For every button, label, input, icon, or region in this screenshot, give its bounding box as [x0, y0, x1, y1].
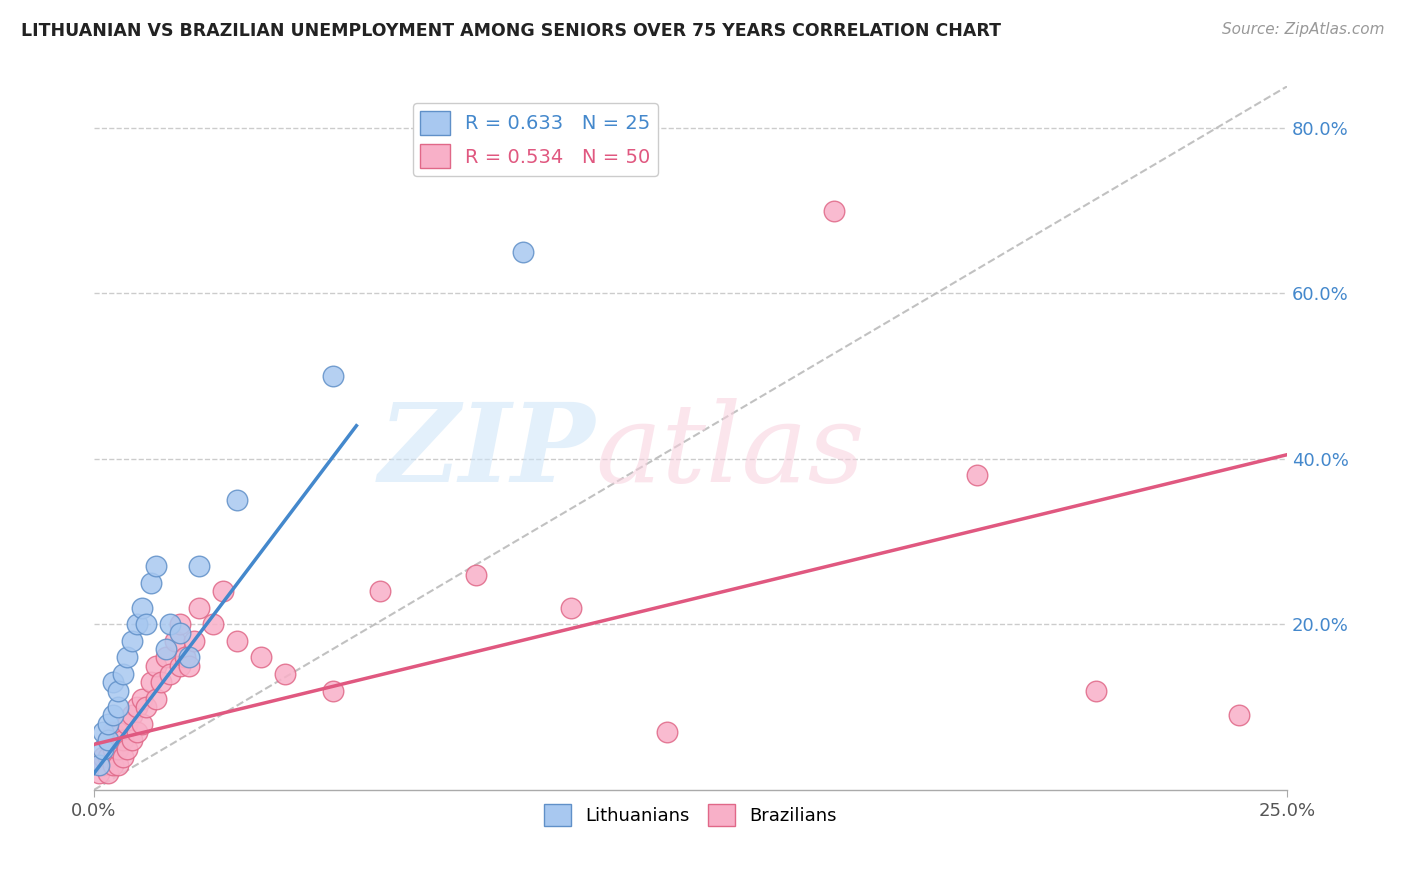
Point — [93, 725, 115, 739]
Point — [111, 733, 134, 747]
Point — [165, 634, 187, 648]
Point — [93, 758, 115, 772]
Point — [823, 203, 845, 218]
Text: Source: ZipAtlas.com: Source: ZipAtlas.com — [1222, 22, 1385, 37]
Point — [512, 244, 534, 259]
Point — [101, 708, 124, 723]
Point — [111, 749, 134, 764]
Point — [1227, 708, 1250, 723]
Legend: Lithuanians, Brazilians: Lithuanians, Brazilians — [537, 797, 844, 834]
Point — [135, 617, 157, 632]
Point — [159, 667, 181, 681]
Point — [121, 733, 143, 747]
Point — [87, 766, 110, 780]
Point — [169, 625, 191, 640]
Point — [226, 493, 249, 508]
Point — [141, 576, 163, 591]
Point — [93, 741, 115, 756]
Point — [169, 617, 191, 632]
Point — [966, 468, 988, 483]
Point — [125, 700, 148, 714]
Point — [149, 675, 172, 690]
Point — [226, 634, 249, 648]
Text: ZIP: ZIP — [378, 399, 595, 506]
Point — [1085, 683, 1108, 698]
Point — [211, 584, 233, 599]
Point — [322, 369, 344, 384]
Point — [187, 600, 209, 615]
Point — [131, 600, 153, 615]
Point — [97, 733, 120, 747]
Point — [183, 634, 205, 648]
Point — [155, 642, 177, 657]
Point — [464, 567, 486, 582]
Point — [125, 725, 148, 739]
Point — [107, 683, 129, 698]
Point — [107, 741, 129, 756]
Point — [173, 650, 195, 665]
Point — [97, 749, 120, 764]
Point — [125, 617, 148, 632]
Point — [655, 725, 678, 739]
Point — [101, 725, 124, 739]
Text: LITHUANIAN VS BRAZILIAN UNEMPLOYMENT AMONG SENIORS OVER 75 YEARS CORRELATION CHA: LITHUANIAN VS BRAZILIAN UNEMPLOYMENT AMO… — [21, 22, 1001, 40]
Point — [87, 758, 110, 772]
Point — [101, 758, 124, 772]
Point — [97, 733, 120, 747]
Point — [141, 675, 163, 690]
Point — [111, 667, 134, 681]
Point — [107, 700, 129, 714]
Point — [101, 741, 124, 756]
Point — [145, 691, 167, 706]
Point — [117, 716, 139, 731]
Point — [179, 658, 201, 673]
Point — [131, 691, 153, 706]
Point — [155, 650, 177, 665]
Point — [145, 658, 167, 673]
Point — [179, 650, 201, 665]
Point — [107, 725, 129, 739]
Point — [121, 634, 143, 648]
Point — [107, 758, 129, 772]
Point — [159, 617, 181, 632]
Point — [145, 559, 167, 574]
Point — [135, 700, 157, 714]
Point — [93, 749, 115, 764]
Point — [250, 650, 273, 665]
Point — [187, 559, 209, 574]
Point — [121, 708, 143, 723]
Point — [560, 600, 582, 615]
Point — [368, 584, 391, 599]
Point — [202, 617, 225, 632]
Point — [169, 658, 191, 673]
Point — [117, 741, 139, 756]
Point — [274, 667, 297, 681]
Point — [322, 683, 344, 698]
Point — [101, 675, 124, 690]
Point — [117, 650, 139, 665]
Point — [97, 766, 120, 780]
Point — [131, 716, 153, 731]
Point — [97, 716, 120, 731]
Text: atlas: atlas — [595, 399, 865, 506]
